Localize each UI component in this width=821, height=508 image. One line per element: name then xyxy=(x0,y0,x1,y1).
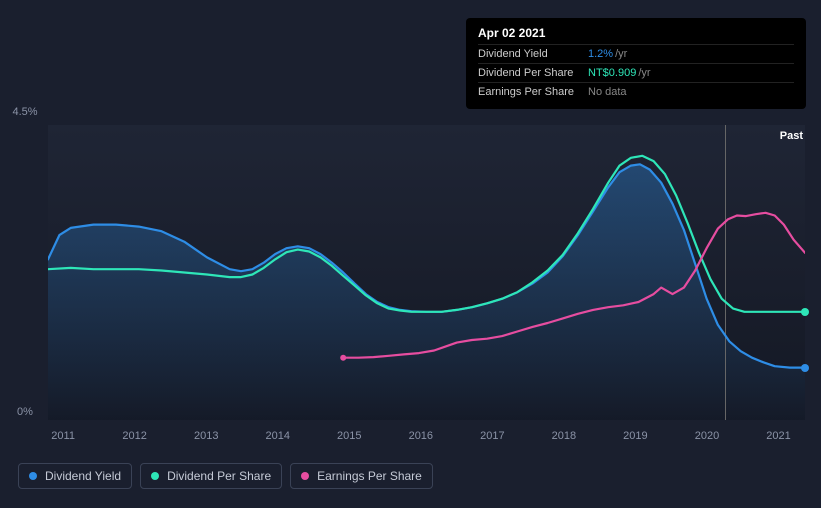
hover-tooltip: Apr 02 2021 Dividend Yield 1.2% /yr Divi… xyxy=(466,18,806,109)
x-tick: 2021 xyxy=(766,430,790,442)
tooltip-value: No data xyxy=(588,86,627,98)
x-tick: 2019 xyxy=(623,430,647,442)
x-tick: 2016 xyxy=(409,430,433,442)
legend-label: Dividend Per Share xyxy=(167,469,271,483)
legend-dot xyxy=(301,472,309,480)
legend-dot xyxy=(29,472,37,480)
x-tick: 2011 xyxy=(51,430,75,442)
x-tick: 2015 xyxy=(337,430,361,442)
tooltip-value: 1.2% xyxy=(588,48,613,60)
y-tick-max: 4.5% xyxy=(12,106,37,118)
tooltip-label: Dividend Yield xyxy=(478,48,588,60)
line-layer xyxy=(48,125,805,420)
x-tick: 2012 xyxy=(122,430,146,442)
tooltip-value: NT$0.909 xyxy=(588,67,636,79)
series-end-marker-dps xyxy=(801,308,809,316)
tooltip-row-earnings-per-share: Earnings Per Share No data xyxy=(478,82,794,101)
tooltip-label: Earnings Per Share xyxy=(478,86,588,98)
y-tick-min: 0% xyxy=(17,406,33,418)
x-tick: 2018 xyxy=(552,430,576,442)
x-tick: 2020 xyxy=(695,430,719,442)
tooltip-unit: /yr xyxy=(638,67,650,79)
legend-item-earnings-per-share[interactable]: Earnings Per Share xyxy=(290,463,433,489)
x-tick: 2017 xyxy=(480,430,504,442)
tooltip-row-dividend-yield: Dividend Yield 1.2% /yr xyxy=(478,44,794,63)
x-tick: 2014 xyxy=(265,430,289,442)
legend-dot xyxy=(151,472,159,480)
tooltip-unit: /yr xyxy=(615,48,627,60)
legend-item-dividend-yield[interactable]: Dividend Yield xyxy=(18,463,132,489)
tooltip-label: Dividend Per Share xyxy=(478,67,588,79)
tooltip-row-dividend-per-share: Dividend Per Share NT$0.909 /yr xyxy=(478,63,794,82)
tooltip-date: Apr 02 2021 xyxy=(478,26,794,44)
series-end-marker-dy xyxy=(801,364,809,372)
x-tick: 2013 xyxy=(194,430,218,442)
legend-item-dividend-per-share[interactable]: Dividend Per Share xyxy=(140,463,282,489)
legend: Dividend Yield Dividend Per Share Earnin… xyxy=(18,463,433,489)
legend-label: Earnings Per Share xyxy=(317,469,422,483)
legend-label: Dividend Yield xyxy=(45,469,121,483)
